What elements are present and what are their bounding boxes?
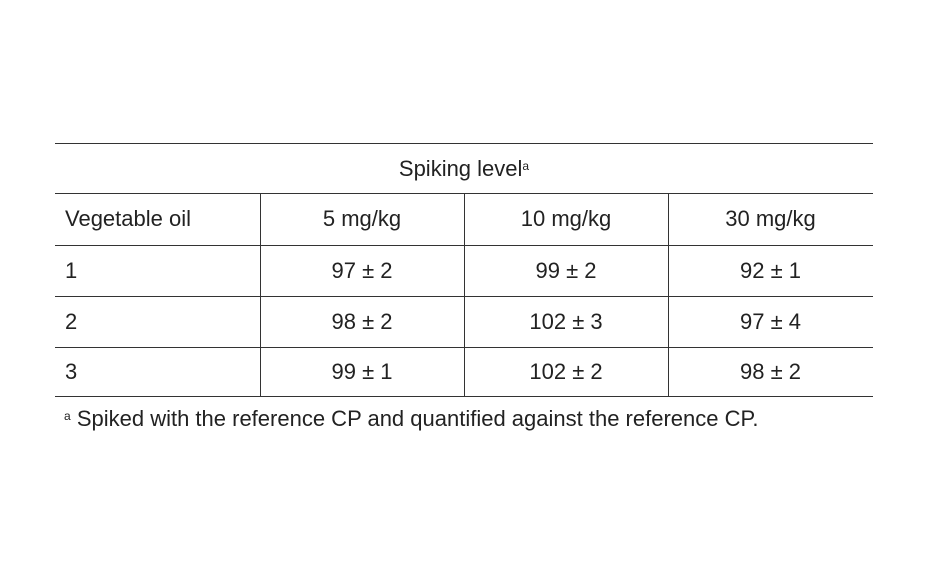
table-cell: 97 ± 2	[331, 257, 393, 283]
column-header: 10 mg/kg	[520, 206, 612, 231]
row-label: 3	[65, 358, 78, 384]
footnote: a Spiked with the reference CP and quant…	[64, 406, 758, 432]
table-cell: 99 ± 2	[535, 257, 597, 283]
footnote-marker: a	[64, 409, 71, 423]
spanner-text: Spiking level	[398, 156, 523, 181]
footnote-marker: a	[522, 159, 530, 173]
table-cell: 97 ± 4	[739, 308, 801, 334]
footnote-text: Spiked with the reference CP and quantif…	[76, 406, 759, 431]
column-header: 30 mg/kg	[725, 206, 816, 231]
spanner-header: Spiking levela	[55, 156, 873, 182]
column-rule	[260, 193, 261, 396]
table-cell: 99 ± 1	[331, 358, 393, 384]
row-label: 2	[65, 308, 78, 334]
column-header: 5 mg/kg	[322, 206, 402, 231]
table-cell: 92 ± 1	[739, 257, 801, 283]
table-cell: 102 ± 2	[529, 358, 603, 384]
table-cell: 98 ± 2	[331, 308, 393, 334]
column-rule	[668, 193, 669, 396]
column-rule	[464, 193, 465, 396]
rule	[55, 143, 873, 144]
row-label: 1	[65, 257, 78, 283]
table-cell: 102 ± 3	[529, 308, 603, 334]
rule	[55, 396, 873, 397]
table-cell: 98 ± 2	[739, 358, 801, 384]
column-header: Vegetable oil	[65, 206, 191, 231]
